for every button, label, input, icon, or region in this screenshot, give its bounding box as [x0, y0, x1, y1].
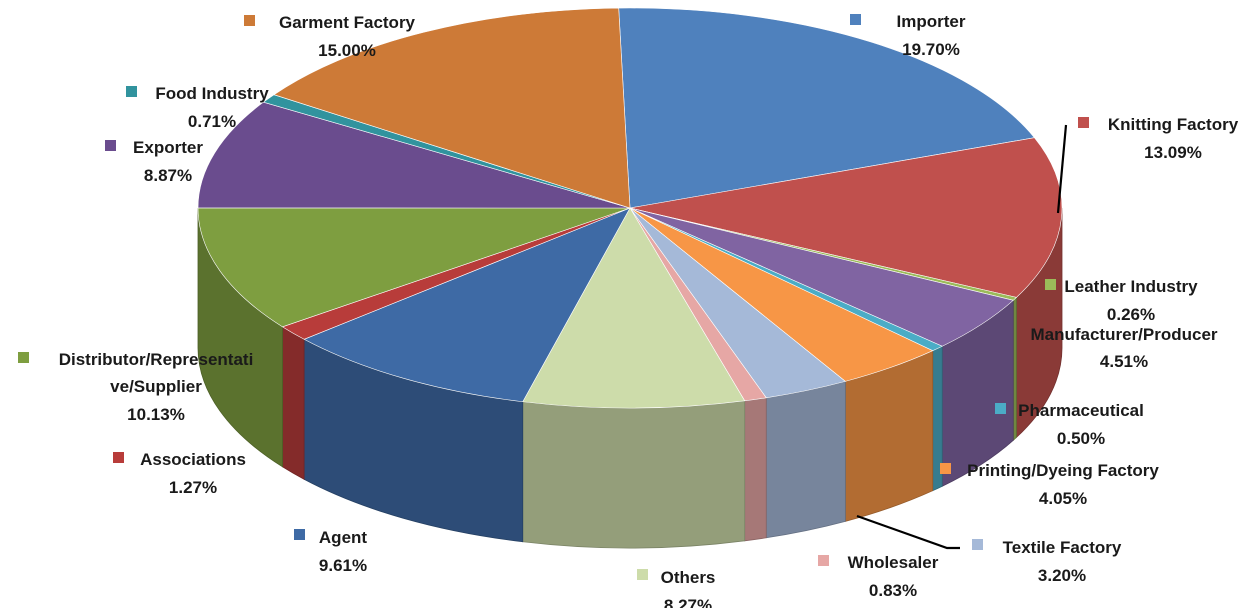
label-printing-dyeing-factory: Printing/Dyeing Factory 4.05%: [940, 461, 1159, 508]
pie-tops: [197, 7, 1063, 409]
pie-side-leather-industry: [1012, 296, 1017, 442]
label-name-distributor-representative-supplier: Distributor/Representati: [59, 350, 254, 369]
label-name-knitting-factory: Knitting Factory: [1108, 115, 1239, 134]
label-leather-industry: Leather Industry 0.26%: [1045, 277, 1198, 324]
label-wholesaler: Wholesaler 0.83%: [818, 553, 939, 600]
label-exporter: Exporter 8.87%: [105, 138, 203, 185]
legend-swatch-distributor-representative-supplier: [18, 352, 29, 363]
label-value-leather-industry: 0.26%: [1107, 305, 1155, 324]
label-value-knitting-factory: 13.09%: [1144, 143, 1202, 162]
label-name-pharmaceutical: Pharmaceutical: [1018, 401, 1144, 420]
label-value-agent: 9.61%: [319, 556, 367, 575]
label-others: Others 8.27%: [637, 568, 716, 613]
label-name-exporter: Exporter: [133, 138, 203, 157]
label-name-wholesaler: Wholesaler: [848, 553, 939, 572]
pie-side-associations: [282, 326, 305, 480]
pie-slice-exporter: [197, 101, 631, 209]
label-knitting-factory: Knitting Factory 13.09%: [1078, 115, 1239, 162]
label-name-leather-industry: Leather Industry: [1064, 277, 1198, 296]
label-textile-factory: Textile Factory 3.20%: [972, 538, 1122, 585]
legend-swatch-pharmaceutical: [995, 403, 1006, 414]
label-agent: Agent 9.61%: [294, 528, 367, 575]
leader-lines: [856, 124, 1068, 550]
pie-side-wholesaler: [744, 397, 767, 542]
pie-sides: [197, 207, 1063, 549]
leader-line-knitting-factory: [1056, 124, 1068, 214]
label-value-wholesaler: 0.83%: [869, 581, 917, 600]
label-pharmaceutical: Pharmaceutical 0.50%: [995, 401, 1144, 448]
pie-slice-knitting-factory: [629, 137, 1063, 298]
legend-swatch-textile-factory: [972, 539, 983, 550]
legend-swatch-others: [637, 569, 648, 580]
pie-slice-others: [522, 207, 746, 409]
legend-swatch-garment-factory: [244, 15, 255, 26]
label-food-industry: Food Industry 0.71%: [126, 84, 269, 131]
label-value-textile-factory: 3.20%: [1038, 566, 1086, 585]
label-manufacturer-producer: Manufacturer/Producer 4.51%: [1030, 325, 1217, 371]
legend-swatch-importer: [850, 14, 861, 25]
label-name-garment-factory: Garment Factory: [279, 13, 416, 32]
label-name-printing-dyeing-factory: Printing/Dyeing Factory: [967, 461, 1159, 480]
label-value-pharmaceutical: 0.50%: [1057, 429, 1105, 448]
legend-swatch-leather-industry: [1045, 279, 1056, 290]
label-importer: Importer 19.70%: [850, 12, 966, 59]
label-value-manufacturer-producer: 4.51%: [1100, 352, 1148, 371]
pie-slice-importer: [618, 7, 1035, 209]
label-associations: Associations 1.27%: [113, 450, 246, 497]
pie-slice-garment-factory: [273, 7, 631, 209]
leader-line-textile-factory: [856, 514, 960, 550]
label-value-others: 8.27%: [664, 596, 712, 608]
legend-swatch-printing-dyeing-factory: [940, 463, 951, 474]
label-name-agent: Agent: [319, 528, 368, 547]
legend-swatch-agent: [294, 529, 305, 540]
label-value-importer: 19.70%: [902, 40, 960, 59]
pie-slice-distributor-representative-supplier: [197, 207, 631, 328]
label-distributor-representative-supplier: Distributor/Representati ve/Supplier 10.13…: [18, 350, 253, 424]
pie-side-textile-factory: [765, 380, 846, 539]
label-value-garment-factory: 15.00%: [318, 41, 376, 60]
legend-swatch-associations: [113, 452, 124, 463]
label-name-cont-distributor-representative-supplier: ve/Supplier: [110, 377, 202, 396]
label-value-food-industry: 0.71%: [188, 112, 236, 131]
data-labels: Importer 19.70% Knitting Factory 13.09% Leat…: [18, 12, 1239, 613]
pie-slice-agent: [303, 207, 631, 403]
label-name-textile-factory: Textile Factory: [1003, 538, 1122, 557]
legend-swatch-knitting-factory: [1078, 117, 1089, 128]
label-name-manufacturer-producer: Manufacturer/Producer: [1030, 325, 1217, 344]
legend-swatch-exporter: [105, 140, 116, 151]
label-name-food-industry: Food Industry: [155, 84, 269, 103]
label-name-others: Others: [661, 568, 716, 587]
legend-swatch-food-industry: [126, 86, 137, 97]
label-name-associations: Associations: [140, 450, 246, 469]
label-name-importer: Importer: [897, 12, 966, 31]
label-value-printing-dyeing-factory: 4.05%: [1039, 489, 1087, 508]
pie-side-others: [522, 400, 746, 549]
label-garment-factory: Garment Factory 15.00%: [244, 13, 416, 60]
label-value-distributor-representative-supplier: 10.13%: [127, 405, 185, 424]
label-value-associations: 1.27%: [169, 478, 217, 497]
legend-swatch-wholesaler: [818, 555, 829, 566]
label-value-exporter: 8.87%: [144, 166, 192, 185]
